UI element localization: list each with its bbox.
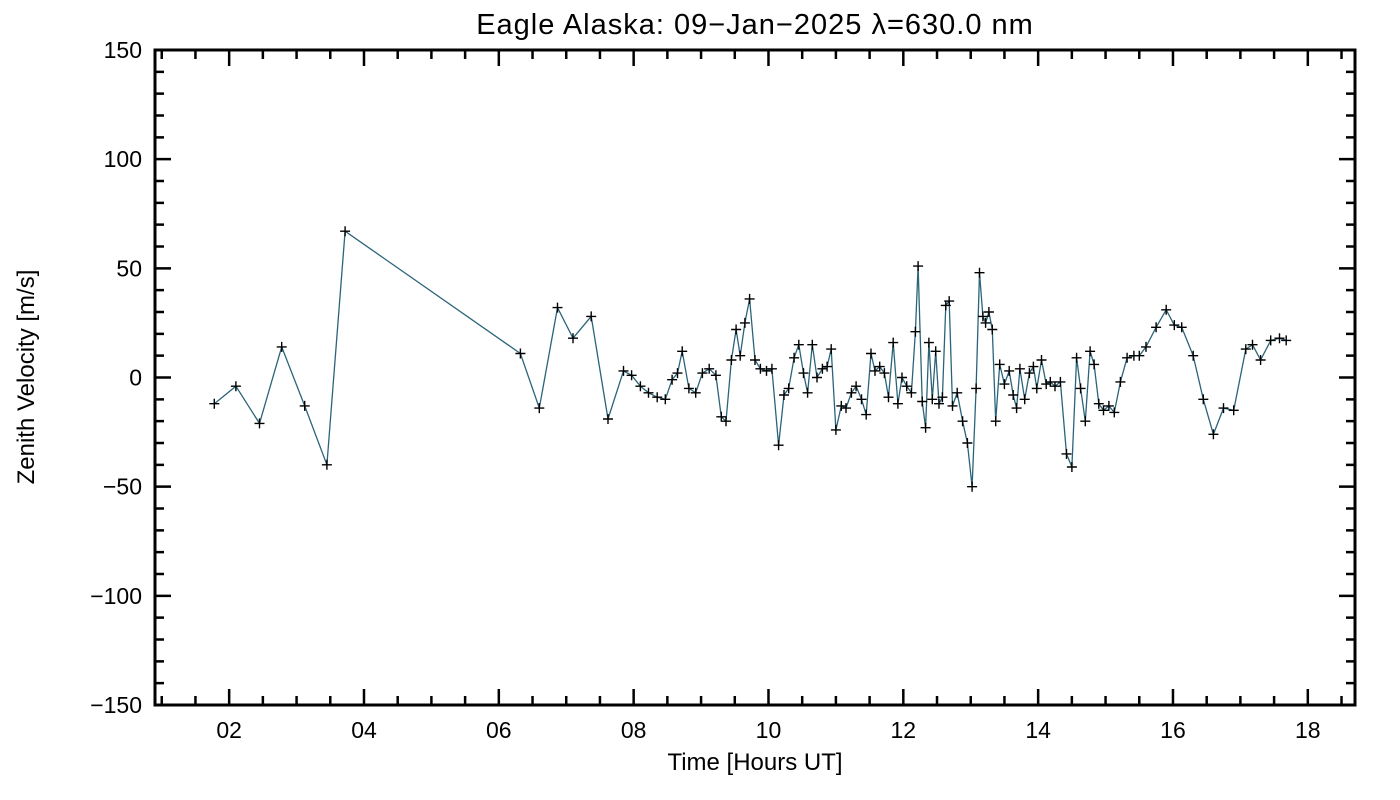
x-tick-label: 06 [486,717,512,743]
y-tick-labels: −150 −100 −50 0 50 100 150 [90,37,142,718]
x-tick-label: 08 [621,717,647,743]
data-markers [209,226,1292,492]
x-axis-label: Time [Hours UT] [667,749,842,776]
x-tick-label: 04 [351,717,377,743]
x-tick-label: 02 [216,717,242,743]
y-tick-label: −50 [103,474,142,500]
x-tick-label: 12 [891,717,917,743]
y-tick-label: 150 [104,37,142,63]
y-tick-label: 100 [104,146,142,172]
y-tick-label: −150 [90,692,142,718]
x-tick-label: 14 [1025,717,1051,743]
y-axis-label: Zenith Velocity [m/s] [13,270,40,485]
tick-marks [155,48,1355,707]
chart-title: Eagle Alaska: 09−Jan−2025 λ=630.0 nm [476,9,1034,41]
axes-frame [153,48,1357,707]
x-tick-label: 10 [756,717,782,743]
y-tick-label: 50 [116,255,142,281]
x-tick-labels: 02 04 06 08 10 12 14 16 18 [216,717,1320,743]
data-line [213,230,1287,487]
y-tick-label: 0 [129,365,142,391]
plot-area: 02 04 06 08 10 12 14 16 18 −150 −100 −50 0 50 100 150 [90,37,1357,743]
x-tick-label: 16 [1160,717,1186,743]
x-tick-label: 18 [1295,717,1321,743]
y-tick-label: −100 [90,583,142,609]
